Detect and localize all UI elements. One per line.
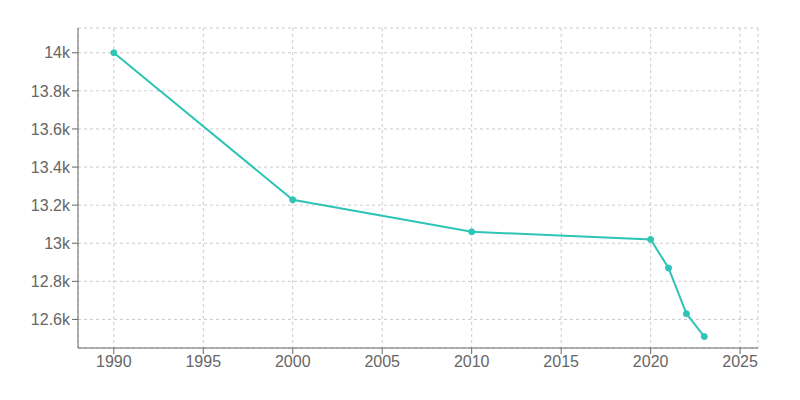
- svg-text:13.2k: 13.2k: [31, 197, 71, 214]
- svg-text:13.6k: 13.6k: [31, 121, 71, 138]
- svg-text:13.8k: 13.8k: [31, 83, 71, 100]
- svg-text:13.4k: 13.4k: [31, 159, 71, 176]
- svg-text:12.6k: 12.6k: [31, 311, 71, 328]
- svg-text:14k: 14k: [44, 44, 71, 61]
- svg-text:1990: 1990: [96, 353, 132, 370]
- svg-text:2025: 2025: [722, 353, 758, 370]
- svg-text:13k: 13k: [44, 235, 71, 252]
- svg-text:2010: 2010: [454, 353, 490, 370]
- svg-text:2020: 2020: [633, 353, 669, 370]
- svg-text:2015: 2015: [543, 353, 579, 370]
- svg-text:2005: 2005: [364, 353, 400, 370]
- svg-text:1995: 1995: [185, 353, 221, 370]
- svg-text:2000: 2000: [275, 353, 311, 370]
- svg-text:12.8k: 12.8k: [31, 273, 71, 290]
